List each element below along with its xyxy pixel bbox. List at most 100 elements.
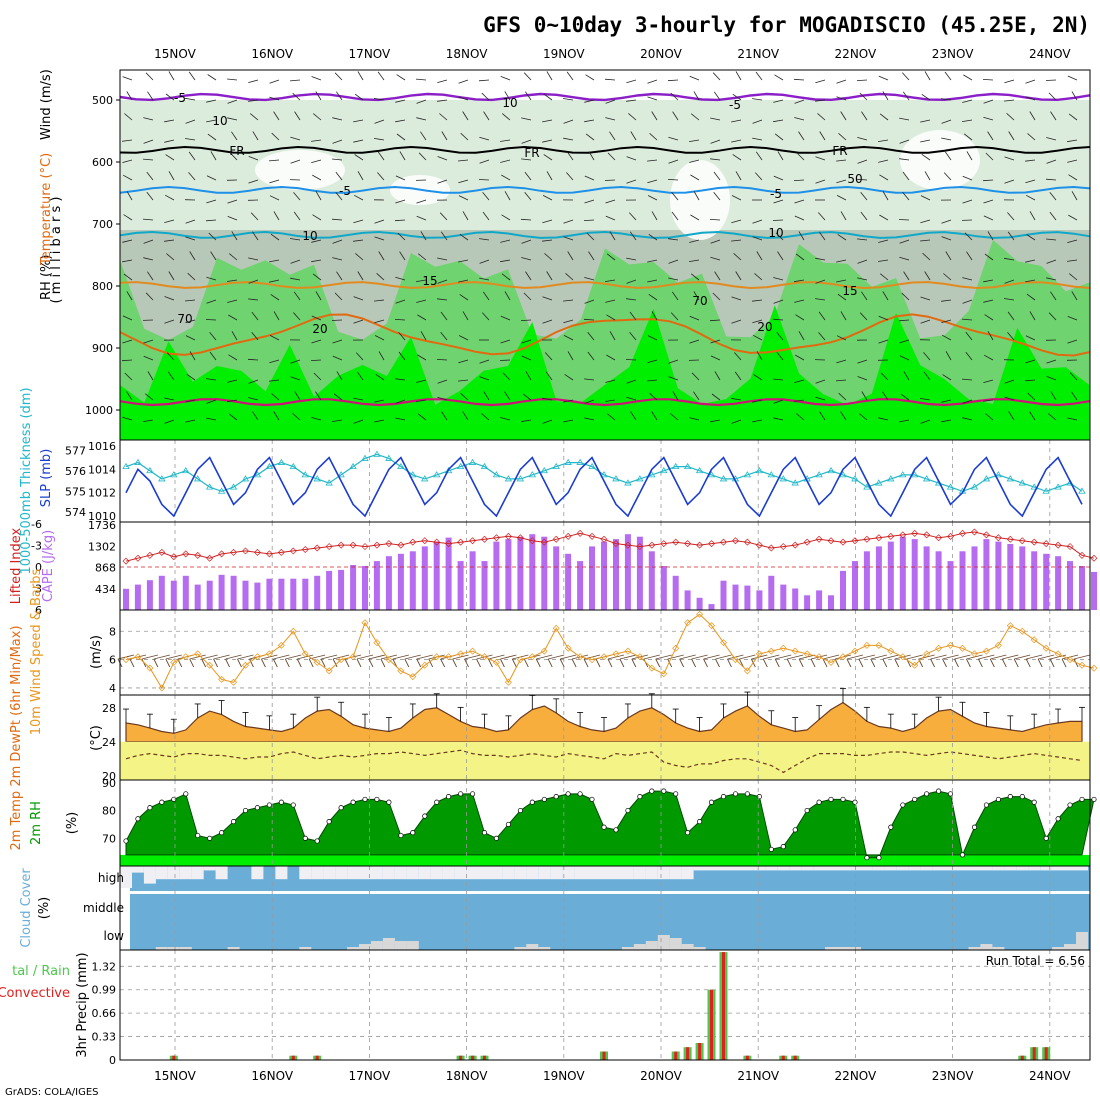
lifted-index-point bbox=[540, 538, 548, 546]
lifted-index-point bbox=[325, 543, 333, 551]
wind-speed-point bbox=[636, 653, 644, 661]
wind-barb-flag bbox=[380, 658, 386, 668]
wind-barb bbox=[121, 359, 133, 362]
wind-barb bbox=[228, 413, 238, 421]
lifted-index-point bbox=[301, 545, 309, 553]
wind-barb bbox=[879, 113, 889, 121]
wind-barb bbox=[205, 319, 217, 321]
wind-barb bbox=[626, 279, 637, 284]
wind-barb bbox=[440, 311, 448, 321]
wind-barb-flag bbox=[404, 658, 410, 668]
wind-barb bbox=[755, 151, 763, 161]
lifted-index-point bbox=[982, 531, 990, 539]
wind-barb bbox=[840, 111, 847, 121]
rh2m-point bbox=[517, 807, 523, 814]
cloud-high-bar bbox=[753, 866, 766, 871]
isotherm-line bbox=[119, 398, 1091, 407]
wind-barb bbox=[605, 399, 616, 402]
wind-barb bbox=[1004, 396, 1015, 401]
cloud-high-bar bbox=[586, 866, 598, 880]
wind-barb-10m bbox=[548, 654, 565, 660]
wind-barb bbox=[269, 379, 280, 382]
wind-barb bbox=[607, 413, 616, 421]
wind-barb bbox=[165, 194, 175, 201]
wind-barb bbox=[857, 376, 868, 381]
rh2m-base-fill bbox=[120, 854, 1090, 866]
wind-barb bbox=[671, 291, 679, 301]
thickness-point bbox=[182, 466, 190, 474]
wind-barb bbox=[567, 251, 574, 261]
wind-barb bbox=[269, 279, 280, 283]
wind-barb bbox=[354, 154, 364, 161]
wind-barb bbox=[587, 351, 595, 361]
wind-barb-10m bbox=[655, 654, 672, 660]
wind-barb bbox=[819, 131, 826, 141]
wind-barb-10m bbox=[560, 654, 577, 660]
thickness-point bbox=[277, 458, 286, 465]
thickness-point bbox=[791, 479, 799, 486]
wind-barb bbox=[609, 131, 616, 141]
thickness-point bbox=[289, 462, 298, 470]
cape-bar bbox=[517, 536, 524, 610]
wind-barb bbox=[269, 96, 280, 101]
bottom-day-label: 21NOV bbox=[737, 1069, 779, 1083]
wind-barb-flag bbox=[810, 658, 816, 668]
wind-barb bbox=[588, 251, 595, 261]
rh2m-tick-label: 70 bbox=[102, 832, 116, 845]
contour-label: 15 bbox=[422, 274, 437, 288]
wind-barb bbox=[1045, 178, 1057, 181]
wind-barb-flag bbox=[511, 658, 517, 668]
wind-speed-point bbox=[672, 644, 680, 652]
wind-barb bbox=[941, 137, 952, 141]
lifted-index-point bbox=[265, 550, 273, 558]
wind-barb bbox=[604, 78, 616, 81]
cloud-high-bar bbox=[370, 866, 383, 880]
wind-barb bbox=[752, 319, 763, 324]
wind-barb bbox=[524, 171, 532, 181]
wind-barb bbox=[734, 352, 742, 361]
lifted-index-point bbox=[504, 532, 512, 540]
wind-tick-label: 8 bbox=[109, 625, 116, 638]
wind-barb bbox=[670, 92, 679, 101]
rh2m-point bbox=[481, 830, 488, 836]
thickness-point bbox=[313, 475, 321, 482]
wind-barb bbox=[289, 79, 301, 82]
wind-barb bbox=[227, 279, 238, 282]
wind-speed-point bbox=[911, 661, 919, 669]
wind-barb-flag bbox=[619, 658, 625, 668]
rh2m-point bbox=[242, 807, 249, 814]
precip-convective-bar bbox=[291, 1055, 295, 1060]
lifted-index-point bbox=[253, 548, 261, 556]
cloud-low-bar bbox=[538, 947, 551, 950]
wind-barb bbox=[271, 393, 280, 401]
wind-barb-10m bbox=[822, 654, 840, 660]
cloud-high-bar bbox=[729, 866, 742, 871]
wind-barb-10m bbox=[536, 654, 553, 660]
wind-barb bbox=[167, 371, 175, 381]
wind-barb bbox=[815, 396, 826, 401]
wind-barb bbox=[166, 352, 175, 361]
wind-barb bbox=[122, 139, 133, 142]
wind-barb-flag bbox=[655, 658, 661, 668]
wind-speed-point bbox=[409, 673, 417, 681]
wind-barb bbox=[773, 378, 784, 381]
wind-barb bbox=[651, 311, 658, 321]
wind-barb-10m bbox=[321, 654, 338, 660]
wind-barb bbox=[416, 99, 427, 104]
wind-barb bbox=[818, 332, 826, 341]
thickness-point bbox=[851, 475, 859, 482]
wind-barb bbox=[210, 151, 217, 161]
wind-barb bbox=[546, 271, 553, 281]
wind-speed-point bbox=[552, 624, 560, 632]
wind-barb bbox=[146, 191, 154, 201]
thickness-point bbox=[540, 466, 548, 474]
wind-barb bbox=[982, 79, 994, 81]
wind-barb bbox=[478, 79, 490, 82]
bottom-day-label: 18NOV bbox=[446, 1069, 488, 1083]
cape-bar bbox=[875, 546, 882, 610]
wind-barb bbox=[840, 411, 847, 421]
slp-tick-label: 1014 bbox=[88, 463, 116, 476]
wind-barb-10m bbox=[787, 654, 804, 660]
wind-barb bbox=[252, 411, 259, 421]
wind-speed-point bbox=[516, 656, 524, 664]
